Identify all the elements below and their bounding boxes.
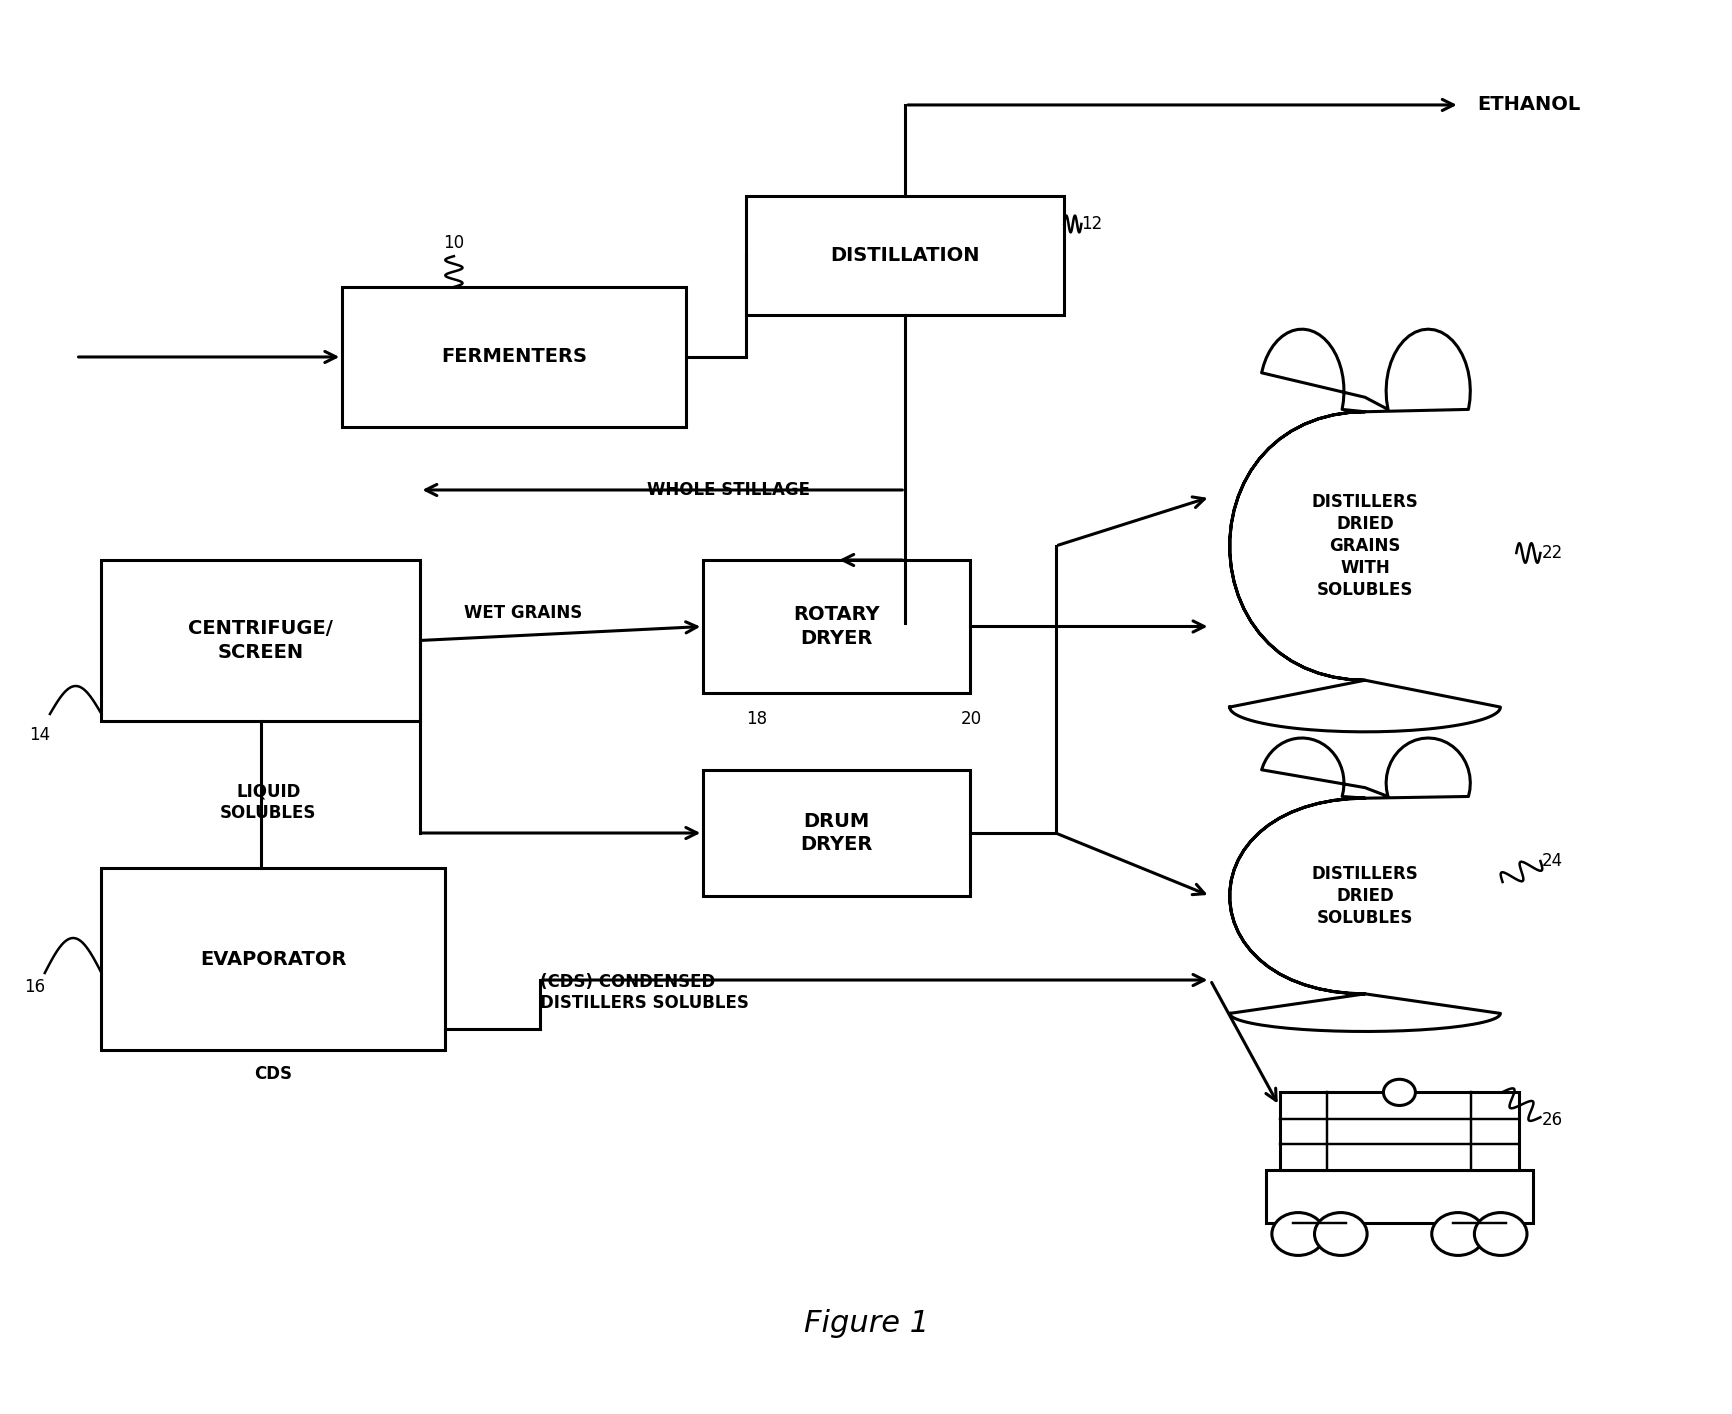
Bar [1278, 1093, 1519, 1169]
Circle shape [1315, 1213, 1367, 1256]
Text: 22: 22 [1541, 544, 1562, 561]
Text: 26: 26 [1541, 1111, 1562, 1128]
Bar [341, 287, 686, 427]
Bar [102, 560, 419, 721]
Text: ROTARY
DRYER: ROTARY DRYER [793, 605, 880, 648]
Text: 16: 16 [24, 978, 45, 995]
Text: 14: 14 [29, 725, 50, 744]
Bar [746, 197, 1063, 315]
Text: 12: 12 [1081, 215, 1102, 233]
Text: Figure 1: Figure 1 [804, 1308, 928, 1338]
Text: DISTILLATION: DISTILLATION [830, 246, 979, 264]
Ellipse shape [1382, 1079, 1415, 1106]
Text: ETHANOL: ETHANOL [1476, 96, 1580, 115]
Text: EVAPORATOR: EVAPORATOR [199, 950, 346, 969]
Bar [1266, 1169, 1531, 1223]
Text: WHOLE STILLAGE: WHOLE STILLAGE [648, 481, 811, 499]
Polygon shape [1230, 738, 1500, 1031]
Text: 18: 18 [746, 710, 767, 728]
Polygon shape [1230, 329, 1500, 732]
Text: DRUM
DRYER: DRUM DRYER [800, 812, 873, 854]
Circle shape [1474, 1213, 1526, 1256]
Text: (CDS) CONDENSED
DISTILLERS SOLUBLES: (CDS) CONDENSED DISTILLERS SOLUBLES [540, 973, 748, 1012]
Text: 20: 20 [961, 710, 982, 728]
Bar [703, 560, 970, 693]
Circle shape [1431, 1213, 1484, 1256]
Text: FERMENTERS: FERMENTERS [442, 348, 587, 366]
Text: DISTILLERS
DRIED
SOLUBLES: DISTILLERS DRIED SOLUBLES [1311, 865, 1417, 928]
Text: CENTRIFUGE/
SCREEN: CENTRIFUGE/ SCREEN [189, 619, 333, 662]
Bar [703, 771, 970, 896]
Text: CDS: CDS [255, 1065, 293, 1083]
Bar [102, 868, 445, 1051]
Text: WET GRAINS: WET GRAINS [462, 604, 582, 622]
Text: DISTILLERS
DRIED
GRAINS
WITH
SOLUBLES: DISTILLERS DRIED GRAINS WITH SOLUBLES [1311, 492, 1417, 600]
Text: 10: 10 [443, 233, 464, 252]
Circle shape [1271, 1213, 1323, 1256]
Text: 24: 24 [1541, 853, 1562, 870]
Text: LIQUID
SOLUBLES: LIQUID SOLUBLES [220, 783, 317, 822]
